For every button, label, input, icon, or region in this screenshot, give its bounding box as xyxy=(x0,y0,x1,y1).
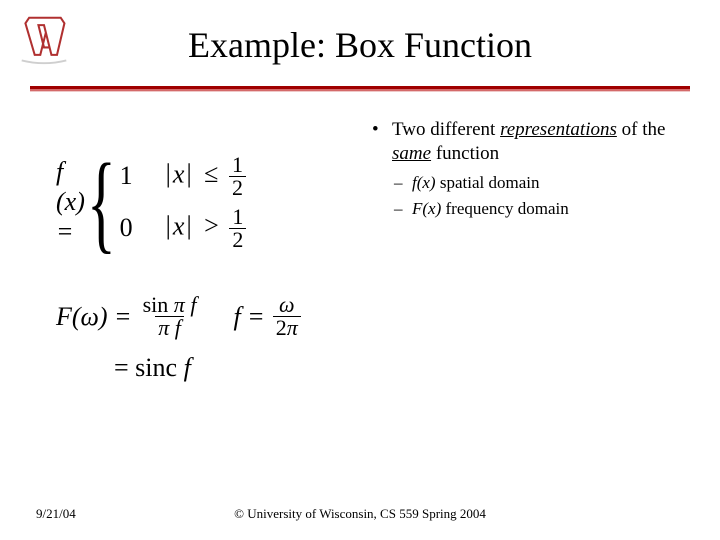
f-numerator: ω xyxy=(276,294,298,316)
formula-fourier: F(ω) = sin π f π f f = ω 2π = sinc f xyxy=(56,294,386,424)
slide-title: Example: Box Function xyxy=(0,24,720,66)
formula1-lhs: f (x) = xyxy=(56,157,85,247)
case1-value: 1 xyxy=(120,161,164,191)
f-denominator: 2π xyxy=(273,316,301,339)
formula-box-function: f (x) = { 1 x ≤ 1 2 xyxy=(56,150,321,285)
bullet-sub-frequency: F(x) frequency domain xyxy=(370,198,700,220)
title-underline xyxy=(30,86,690,92)
sinc-numerator: sin π f xyxy=(140,294,200,316)
formula2-lhs: F(ω) = xyxy=(56,302,132,332)
bullet-sub-spatial: f(x) spatial domain xyxy=(370,172,700,194)
footer-copyright: © University of Wisconsin, CS 559 Spring… xyxy=(0,506,720,522)
case2-condition: x > 1 2 xyxy=(164,206,324,251)
case1-condition: x ≤ 1 2 xyxy=(164,154,324,199)
sinc-denominator: π f xyxy=(155,316,184,339)
case2-value: 0 xyxy=(120,213,164,243)
bullet-list: Two different representations of the sam… xyxy=(370,118,700,220)
bullet-main: Two different representations of the sam… xyxy=(370,118,700,166)
f-equals: f = xyxy=(233,302,264,332)
equals-sinc: = sinc f xyxy=(114,353,191,383)
